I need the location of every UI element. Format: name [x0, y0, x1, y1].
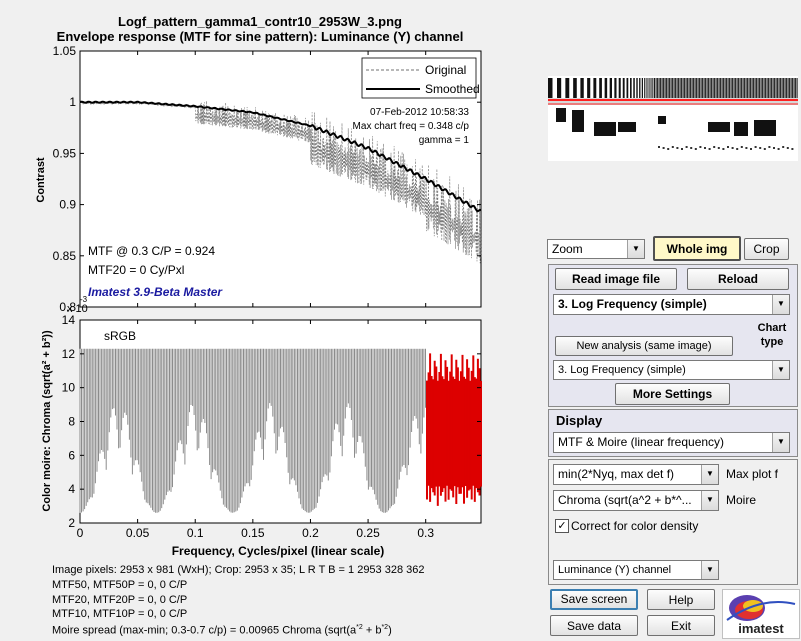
info-image-pixels: Image pixels: 2953 x 981 (WxH); Crop: 29…: [52, 564, 425, 576]
chevron-down-icon: ▼: [772, 295, 789, 314]
chevron-down-icon: ▼: [772, 433, 789, 452]
xtick-label: 0: [77, 526, 84, 540]
bottom-plot-ylabel: Color moire: Chroma (sqrt(a² + b²)): [41, 330, 53, 512]
whole-img-button[interactable]: Whole img: [653, 236, 741, 261]
annotation-max-freq: Max chart freq = 0.348 c/p: [353, 121, 470, 132]
correct-color-checkbox[interactable]: ✓: [555, 519, 569, 533]
srgb-label: sRGB: [104, 329, 136, 343]
ytick-label: 14: [62, 313, 76, 327]
title-line1: Logf_pattern_gamma1_contr10_2953W_3.png: [118, 14, 402, 29]
chevron-down-icon: ▼: [772, 361, 789, 379]
logo-text: imatest: [738, 621, 784, 636]
exit-button[interactable]: Exit: [647, 615, 715, 636]
ytick-label: 12: [62, 347, 76, 361]
exponent-power: -3: [80, 295, 88, 304]
mtf-at-value: MTF @ 0.3 C/P = 0.924: [88, 244, 215, 258]
top-plot-ylabel: Contrast: [35, 157, 47, 203]
save-screen-button[interactable]: Save screen: [550, 589, 638, 610]
help-button[interactable]: Help: [647, 589, 715, 610]
chevron-down-icon: ▼: [701, 465, 718, 484]
ytick-label: 8: [68, 415, 75, 429]
chevron-down-icon: ▼: [627, 240, 644, 258]
ytick-label: 0.85: [53, 249, 77, 263]
display-select[interactable]: MTF & Moire (linear frequency) ▼: [553, 432, 790, 453]
reload-button[interactable]: Reload: [687, 268, 789, 290]
moire-select[interactable]: Chroma (sqrt(a^2 + b*^... ▼: [553, 490, 719, 511]
bottom-plot-xticks: 0 0.05 0.1 0.15 0.2 0.25 0.3: [77, 320, 434, 540]
bottom-plot-yticks: 14 12 10 8 6 4 2: [62, 313, 481, 530]
legend-box: [361, 57, 477, 99]
xtick-label: 0.3: [417, 526, 434, 540]
top-plot-yticks: 1.05 1 0.95 0.9 0.85 0.8: [53, 44, 481, 314]
xtick-label: 0.2: [302, 526, 319, 540]
channel-select[interactable]: Luminance (Y) channel ▼: [553, 560, 719, 580]
image-thumbnail[interactable]: [548, 76, 798, 161]
legend-smoothed: Smoothed: [425, 82, 480, 96]
chart-type-select[interactable]: 3. Log Frequency (simple) ▼: [553, 294, 790, 315]
moire-label: Moire: [726, 493, 757, 507]
bottom-plot-xlabel: Frequency, Cycles/pixel (linear scale): [172, 544, 385, 558]
more-settings-button[interactable]: More Settings: [615, 383, 730, 405]
crop-button[interactable]: Crop: [744, 238, 789, 260]
imatest-logo: imatest: [722, 589, 800, 639]
logo-swoosh-icon: [726, 595, 796, 621]
ytick-label: 0.8: [59, 300, 76, 314]
ytick-label: 4: [68, 482, 75, 496]
exponent-label: x 10: [67, 303, 88, 315]
max-plot-label: Max plot f: [726, 467, 779, 481]
legend-original: Original: [425, 63, 466, 77]
chevron-down-icon: ▼: [701, 491, 718, 510]
info-mtf10: MTF10, MTF10P = 0, 0 C/P: [52, 608, 188, 620]
xtick-label: 0.25: [356, 526, 380, 540]
zoom-select[interactable]: Zoom ▼: [547, 239, 645, 259]
correct-color-label: Correct for color density: [571, 519, 699, 533]
info-moire-spread: Moire spread (max-min; 0.3-0.7 c/p) = 0.…: [52, 624, 392, 637]
ytick-label: 10: [62, 381, 76, 395]
ytick-label: 0.9: [59, 198, 76, 212]
plots: 1.05 1 0.95 0.9 0.85 0.8 Contrast Original Sm…: [35, 44, 482, 558]
plot-options-panel: [548, 459, 798, 585]
chart-select-secondary[interactable]: 3. Log Frequency (simple) ▼: [553, 360, 790, 380]
ytick-label: 2: [68, 516, 75, 530]
annotation-gamma: gamma = 1: [419, 135, 470, 146]
info-mtf50: MTF50, MTF50P = 0, 0 C/P: [52, 579, 188, 591]
xtick-label: 0.05: [126, 526, 150, 540]
mtf20-value: MTF20 = 0 Cy/Pxl: [88, 263, 184, 277]
read-image-file-button[interactable]: Read image file: [555, 268, 677, 290]
display-label: Display: [556, 413, 603, 428]
title-line2: Envelope response (MTF for sine pattern)…: [56, 29, 464, 44]
chart-type-label: Chart type: [757, 322, 787, 348]
ytick-label: 6: [68, 448, 75, 462]
xtick-label: 0.15: [241, 526, 265, 540]
ytick-label: 1: [69, 95, 76, 109]
save-data-button[interactable]: Save data: [550, 615, 638, 636]
ytick-label: 0.95: [53, 146, 77, 160]
xtick-label: 0.1: [187, 526, 204, 540]
new-analysis-button[interactable]: New analysis (same image): [555, 336, 733, 356]
smoothed-series-line: [79, 100, 482, 213]
version-label: Imatest 3.9-Beta Master: [88, 285, 223, 299]
chevron-down-icon: ▼: [701, 561, 718, 579]
moire-red-trace: [426, 353, 482, 506]
moire-gray-trace: [79, 348, 426, 513]
max-plot-select[interactable]: min(2*Nyq, max det f) ▼: [553, 464, 719, 485]
ytick-label: 1.05: [53, 44, 77, 58]
annotation-date: 07-Feb-2012 10:58:33: [370, 107, 469, 118]
info-mtf20: MTF20, MTF20P = 0, 0 C/P: [52, 594, 188, 606]
